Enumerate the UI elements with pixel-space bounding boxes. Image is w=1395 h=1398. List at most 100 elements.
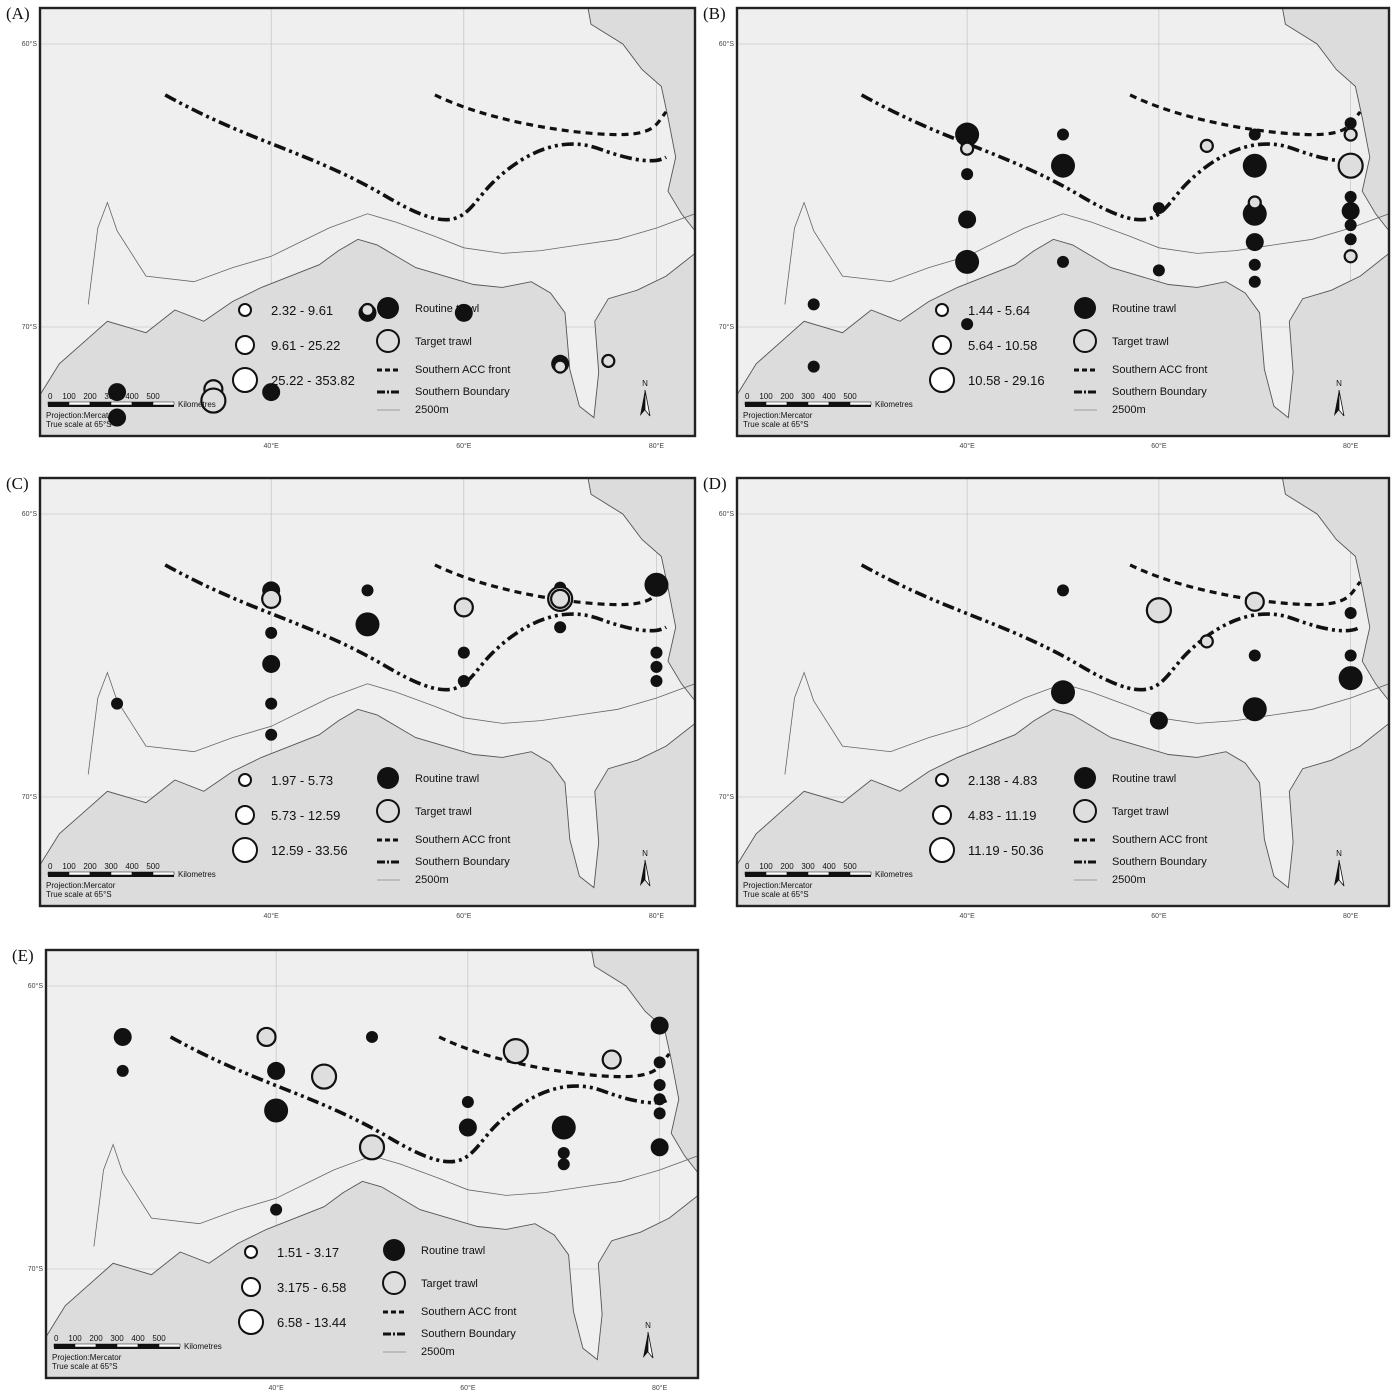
north-arrow-icon [1334,390,1339,416]
routine-trawl-marker [554,621,567,634]
panel-label: (B) [703,4,726,23]
routine-trawl-legend-label: Routine trawl [1112,303,1176,315]
isobath-legend-label: 2500m [1112,874,1146,886]
size-class-symbol [238,773,252,787]
scale-tick-label: 200 [780,862,794,871]
north-arrow-icon [643,1332,648,1358]
scale-tick-label: 400 [125,392,139,401]
latitude-label: 70°S [719,323,735,331]
routine-trawl-marker [1338,666,1363,691]
scale-tick-label: 100 [759,862,773,871]
latitude-label: 70°S [22,323,38,331]
target-trawl-marker [1244,591,1265,612]
routine-trawl-marker [108,408,127,427]
routine-trawl-marker [1242,201,1267,226]
scale-tick-label: 300 [104,862,118,871]
north-arrow-icon [1338,859,1345,887]
size-class-symbol [244,1245,258,1259]
routine-trawl-legend-symbol [1074,767,1096,789]
scale-tick-label: 0 [745,392,750,401]
routine-trawl-marker [111,697,124,710]
southern-boundary-line [860,563,1362,692]
routine-trawl-marker [1057,584,1069,597]
southern-boundary-legend-label: Southern Boundary [421,1328,516,1340]
panel-frame [44,948,700,1380]
size-class-symbol [235,805,255,825]
scale-unit-label: Kilometres [178,870,216,879]
routine-trawl-legend-symbol [383,1239,405,1261]
isobath-2500m [87,201,695,305]
panel-label: (E) [12,946,34,965]
island-land [1281,8,1389,232]
scale-tick-label: 100 [62,862,76,871]
routine-trawl-marker [1344,190,1357,203]
scale-unit-label: Kilometres [178,400,216,409]
longitude-label: 40°E [959,912,975,920]
scale-tick-label: 500 [843,862,857,871]
routine-trawl-marker [961,318,974,331]
projection-label: Projection:Mercator [46,881,116,890]
size-class-symbol [232,837,258,863]
target-trawl-marker [1343,249,1358,264]
latitude-label: 70°S [28,1265,44,1273]
panel-frame [735,476,1391,908]
target-trawl-marker [1247,195,1262,210]
north-arrow-icon [640,860,645,886]
routine-trawl-marker [265,626,278,639]
routine-trawl-marker [1344,649,1357,662]
size-class-label: 6.58 - 13.44 [277,1315,346,1330]
routine-trawl-marker [1341,201,1360,220]
scale-tick-label: 0 [745,862,750,871]
target-trawl-marker [453,597,474,618]
isobath-legend-label: 2500m [1112,404,1146,416]
scale-tick-label: 0 [48,392,53,401]
size-class-label: 12.59 - 33.56 [271,843,348,858]
antarctic-land [40,708,695,906]
latitude-label: 60°S [28,982,44,990]
routine-trawl-marker [1245,233,1264,252]
scale-unit-label: Kilometres [875,870,913,879]
size-class-label: 5.73 - 12.59 [271,808,340,823]
routine-trawl-marker [113,1027,132,1046]
southern-boundary-line [164,93,668,222]
routine-trawl-marker [1344,607,1357,620]
routine-trawl-marker [116,1064,129,1077]
map-panel: 60°S 70°S 40°E 60°E 80°E 2.32 - 9.61 9.61 - 25… [22,6,697,450]
routine-trawl-marker [1344,219,1357,232]
longitude-label: 40°E [264,442,280,450]
size-class-symbol [929,837,955,863]
size-class-label: 25.22 - 353.82 [271,373,355,388]
target-trawl-marker [1343,127,1358,142]
size-class-symbol [935,773,949,787]
north-arrow-icon [1334,860,1339,886]
size-class-symbol [235,335,255,355]
routine-trawl-marker [1152,264,1165,277]
scale-bar [47,871,175,877]
scale-tick-label: 100 [759,392,773,401]
panel-frame [735,6,1391,438]
routine-trawl-legend-symbol [377,767,399,789]
target-trawl-legend-label: Target trawl [421,1278,478,1290]
latitude-label: 60°S [22,40,38,48]
target-trawl-marker [1199,138,1214,153]
scale-tick-label: 200 [83,392,97,401]
routine-trawl-marker [653,1079,666,1092]
true-scale-label: True scale at 65°S [46,890,112,899]
routine-trawl-marker [650,660,663,673]
north-arrow-label: N [1336,379,1342,388]
routine-trawl-marker [557,1146,570,1159]
target-trawl-legend-symbol [1073,799,1097,823]
target-trawl-legend-label: Target trawl [1112,336,1169,348]
routine-trawl-marker [361,584,374,597]
size-class-label: 1.44 - 5.64 [968,303,1030,318]
routine-trawl-marker [1248,128,1261,141]
panel-label: (C) [6,474,29,493]
scale-tick-label: 0 [54,1334,59,1343]
isobath-2500m [93,1143,698,1247]
target-trawl-legend-symbol [1073,329,1097,353]
size-class-symbol [932,335,952,355]
size-class-symbol [238,1309,264,1335]
routine-trawl-marker [355,612,380,637]
north-arrow-label: N [642,849,648,858]
routine-trawl-marker [650,1016,669,1035]
